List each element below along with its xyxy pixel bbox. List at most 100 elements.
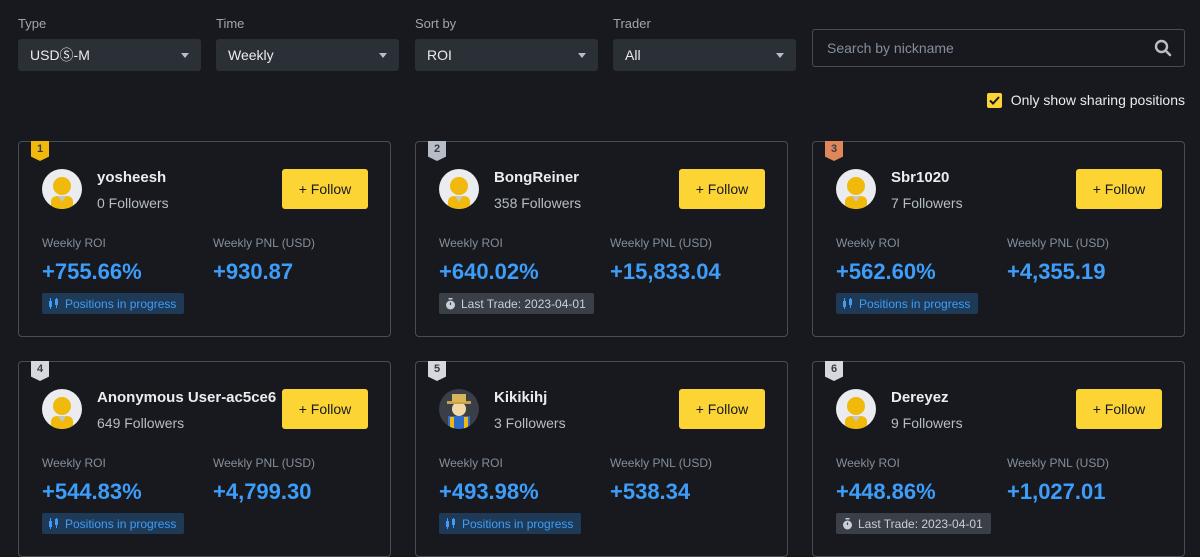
rank-badge: 4: [31, 361, 49, 381]
avatar[interactable]: [836, 169, 876, 209]
candlestick-icon: [48, 518, 60, 529]
chevron-down-icon: [776, 52, 784, 58]
sort-select-value: ROI: [427, 47, 452, 63]
roi-value: +640.02%: [439, 259, 539, 284]
search-input[interactable]: [825, 39, 1129, 57]
rank-badge: 2: [428, 141, 446, 161]
pnl-label: Weekly PNL (USD): [213, 236, 316, 250]
trader-filter: Trader All: [613, 16, 796, 71]
search-box: [812, 29, 1185, 67]
timer-icon: [842, 517, 853, 530]
follow-button[interactable]: + Follow: [679, 169, 765, 209]
trader-nickname[interactable]: yosheesh: [97, 169, 167, 186]
trader-card[interactable]: 2 BongReiner 358 Followers + Follow Weekly R…: [415, 141, 788, 337]
trader-card[interactable]: 3 Sbr1020 7 Followers + Follow Weekly ROI Wee…: [812, 141, 1185, 337]
roi-label: Weekly ROI: [836, 456, 900, 470]
trader-nickname[interactable]: BongReiner: [494, 169, 580, 186]
chevron-down-icon: [181, 52, 189, 58]
sharing-checkbox[interactable]: [986, 92, 1002, 108]
status-badge: Positions in progress: [439, 513, 582, 534]
follower-count: 7 Followers: [891, 195, 963, 211]
pnl-label: Weekly PNL (USD): [1007, 456, 1110, 470]
status-badge: Last Trade: 2023-04-01: [836, 513, 991, 534]
time-select[interactable]: Weekly: [216, 39, 399, 71]
pnl-label: Weekly PNL (USD): [610, 456, 713, 470]
sort-filter-label: Sort by: [415, 16, 457, 31]
avatar[interactable]: [439, 389, 479, 429]
candlestick-icon: [445, 518, 457, 529]
roi-value: +755.66%: [42, 259, 142, 284]
check-icon: [988, 95, 1000, 105]
status-badge: Positions in progress: [42, 293, 185, 314]
type-filter-label: Type: [18, 16, 47, 31]
time-filter: Time Weekly: [216, 16, 399, 71]
rank-badge: 6: [825, 361, 843, 381]
pnl-label: Weekly PNL (USD): [1007, 236, 1110, 250]
sharing-toggle: Only show sharing positions: [986, 92, 1185, 108]
time-filter-label: Time: [216, 16, 245, 31]
follower-count: 649 Followers: [97, 415, 185, 431]
type-select-value: USDⓈ-M: [30, 47, 90, 63]
rank-badge: 3: [825, 141, 843, 161]
roi-label: Weekly ROI: [439, 456, 503, 470]
status-badge: Positions in progress: [42, 513, 185, 534]
pnl-value: +1,027.01: [1007, 479, 1106, 504]
roi-value: +448.86%: [836, 479, 936, 504]
follow-button[interactable]: + Follow: [679, 389, 765, 429]
trader-card[interactable]: 1 yosheesh 0 Followers + Follow Weekly ROI We…: [18, 141, 391, 337]
trader-select-value: All: [625, 47, 641, 63]
status-badge-text: Last Trade: 2023-04-01: [858, 516, 983, 531]
avatar[interactable]: [836, 389, 876, 429]
pnl-label: Weekly PNL (USD): [213, 456, 316, 470]
trader-nickname[interactable]: Kikikihj: [494, 389, 548, 406]
trader-nickname[interactable]: Sbr1020: [891, 169, 950, 186]
follow-button[interactable]: + Follow: [1076, 389, 1162, 429]
rank-badge: 5: [428, 361, 446, 381]
trader-card[interactable]: 5 Kikikihj 3 Followers + Follow Weekly ROI We…: [415, 361, 788, 557]
chevron-down-icon: [578, 52, 586, 58]
trader-nickname[interactable]: Dereyez: [891, 389, 949, 406]
follower-count: 0 Followers: [97, 195, 169, 211]
sort-filter: Sort by ROI: [415, 16, 598, 71]
avatar[interactable]: [42, 389, 82, 429]
search-icon[interactable]: [1154, 39, 1172, 57]
roi-label: Weekly ROI: [836, 236, 900, 250]
trader-filter-label: Trader: [613, 16, 651, 31]
status-badge-text: Positions in progress: [65, 296, 177, 311]
status-badge: Positions in progress: [836, 293, 979, 314]
roi-label: Weekly ROI: [42, 456, 106, 470]
sharing-toggle-label: Only show sharing positions: [1010, 92, 1185, 108]
status-badge-text: Positions in progress: [65, 516, 177, 531]
trader-card[interactable]: 4 Anonymous User-ac5ce6 649 Followers + Fol…: [18, 361, 391, 557]
follower-count: 9 Followers: [891, 415, 963, 431]
type-select[interactable]: USDⓈ-M: [18, 39, 201, 71]
avatar[interactable]: [42, 169, 82, 209]
pnl-value: +930.87: [213, 259, 294, 284]
pnl-value: +4,355.19: [1007, 259, 1106, 284]
trader-card[interactable]: 6 Dereyez 9 Followers + Follow Weekly ROI Wee…: [812, 361, 1185, 557]
pnl-value: +538.34: [610, 479, 691, 504]
sort-select[interactable]: ROI: [415, 39, 598, 71]
type-filter: Type USDⓈ-M: [18, 16, 201, 71]
status-badge-text: Positions in progress: [462, 516, 574, 531]
follow-button[interactable]: + Follow: [1076, 169, 1162, 209]
follow-button[interactable]: + Follow: [282, 169, 368, 209]
roi-value: +562.60%: [836, 259, 936, 284]
timer-icon: [445, 297, 456, 310]
pnl-value: +15,833.04: [610, 259, 721, 284]
roi-value: +544.83%: [42, 479, 142, 504]
candlestick-icon: [842, 298, 854, 309]
time-select-value: Weekly: [228, 47, 274, 63]
trader-nickname[interactable]: Anonymous User-ac5ce6: [97, 389, 277, 406]
status-badge: Last Trade: 2023-04-01: [439, 293, 594, 314]
status-badge-text: Positions in progress: [859, 296, 971, 311]
roi-value: +493.98%: [439, 479, 539, 504]
pnl-label: Weekly PNL (USD): [610, 236, 713, 250]
candlestick-icon: [48, 298, 60, 309]
pnl-value: +4,799.30: [213, 479, 312, 504]
chevron-down-icon: [379, 52, 387, 58]
avatar[interactable]: [439, 169, 479, 209]
roi-label: Weekly ROI: [42, 236, 106, 250]
follow-button[interactable]: + Follow: [282, 389, 368, 429]
trader-select[interactable]: All: [613, 39, 796, 71]
